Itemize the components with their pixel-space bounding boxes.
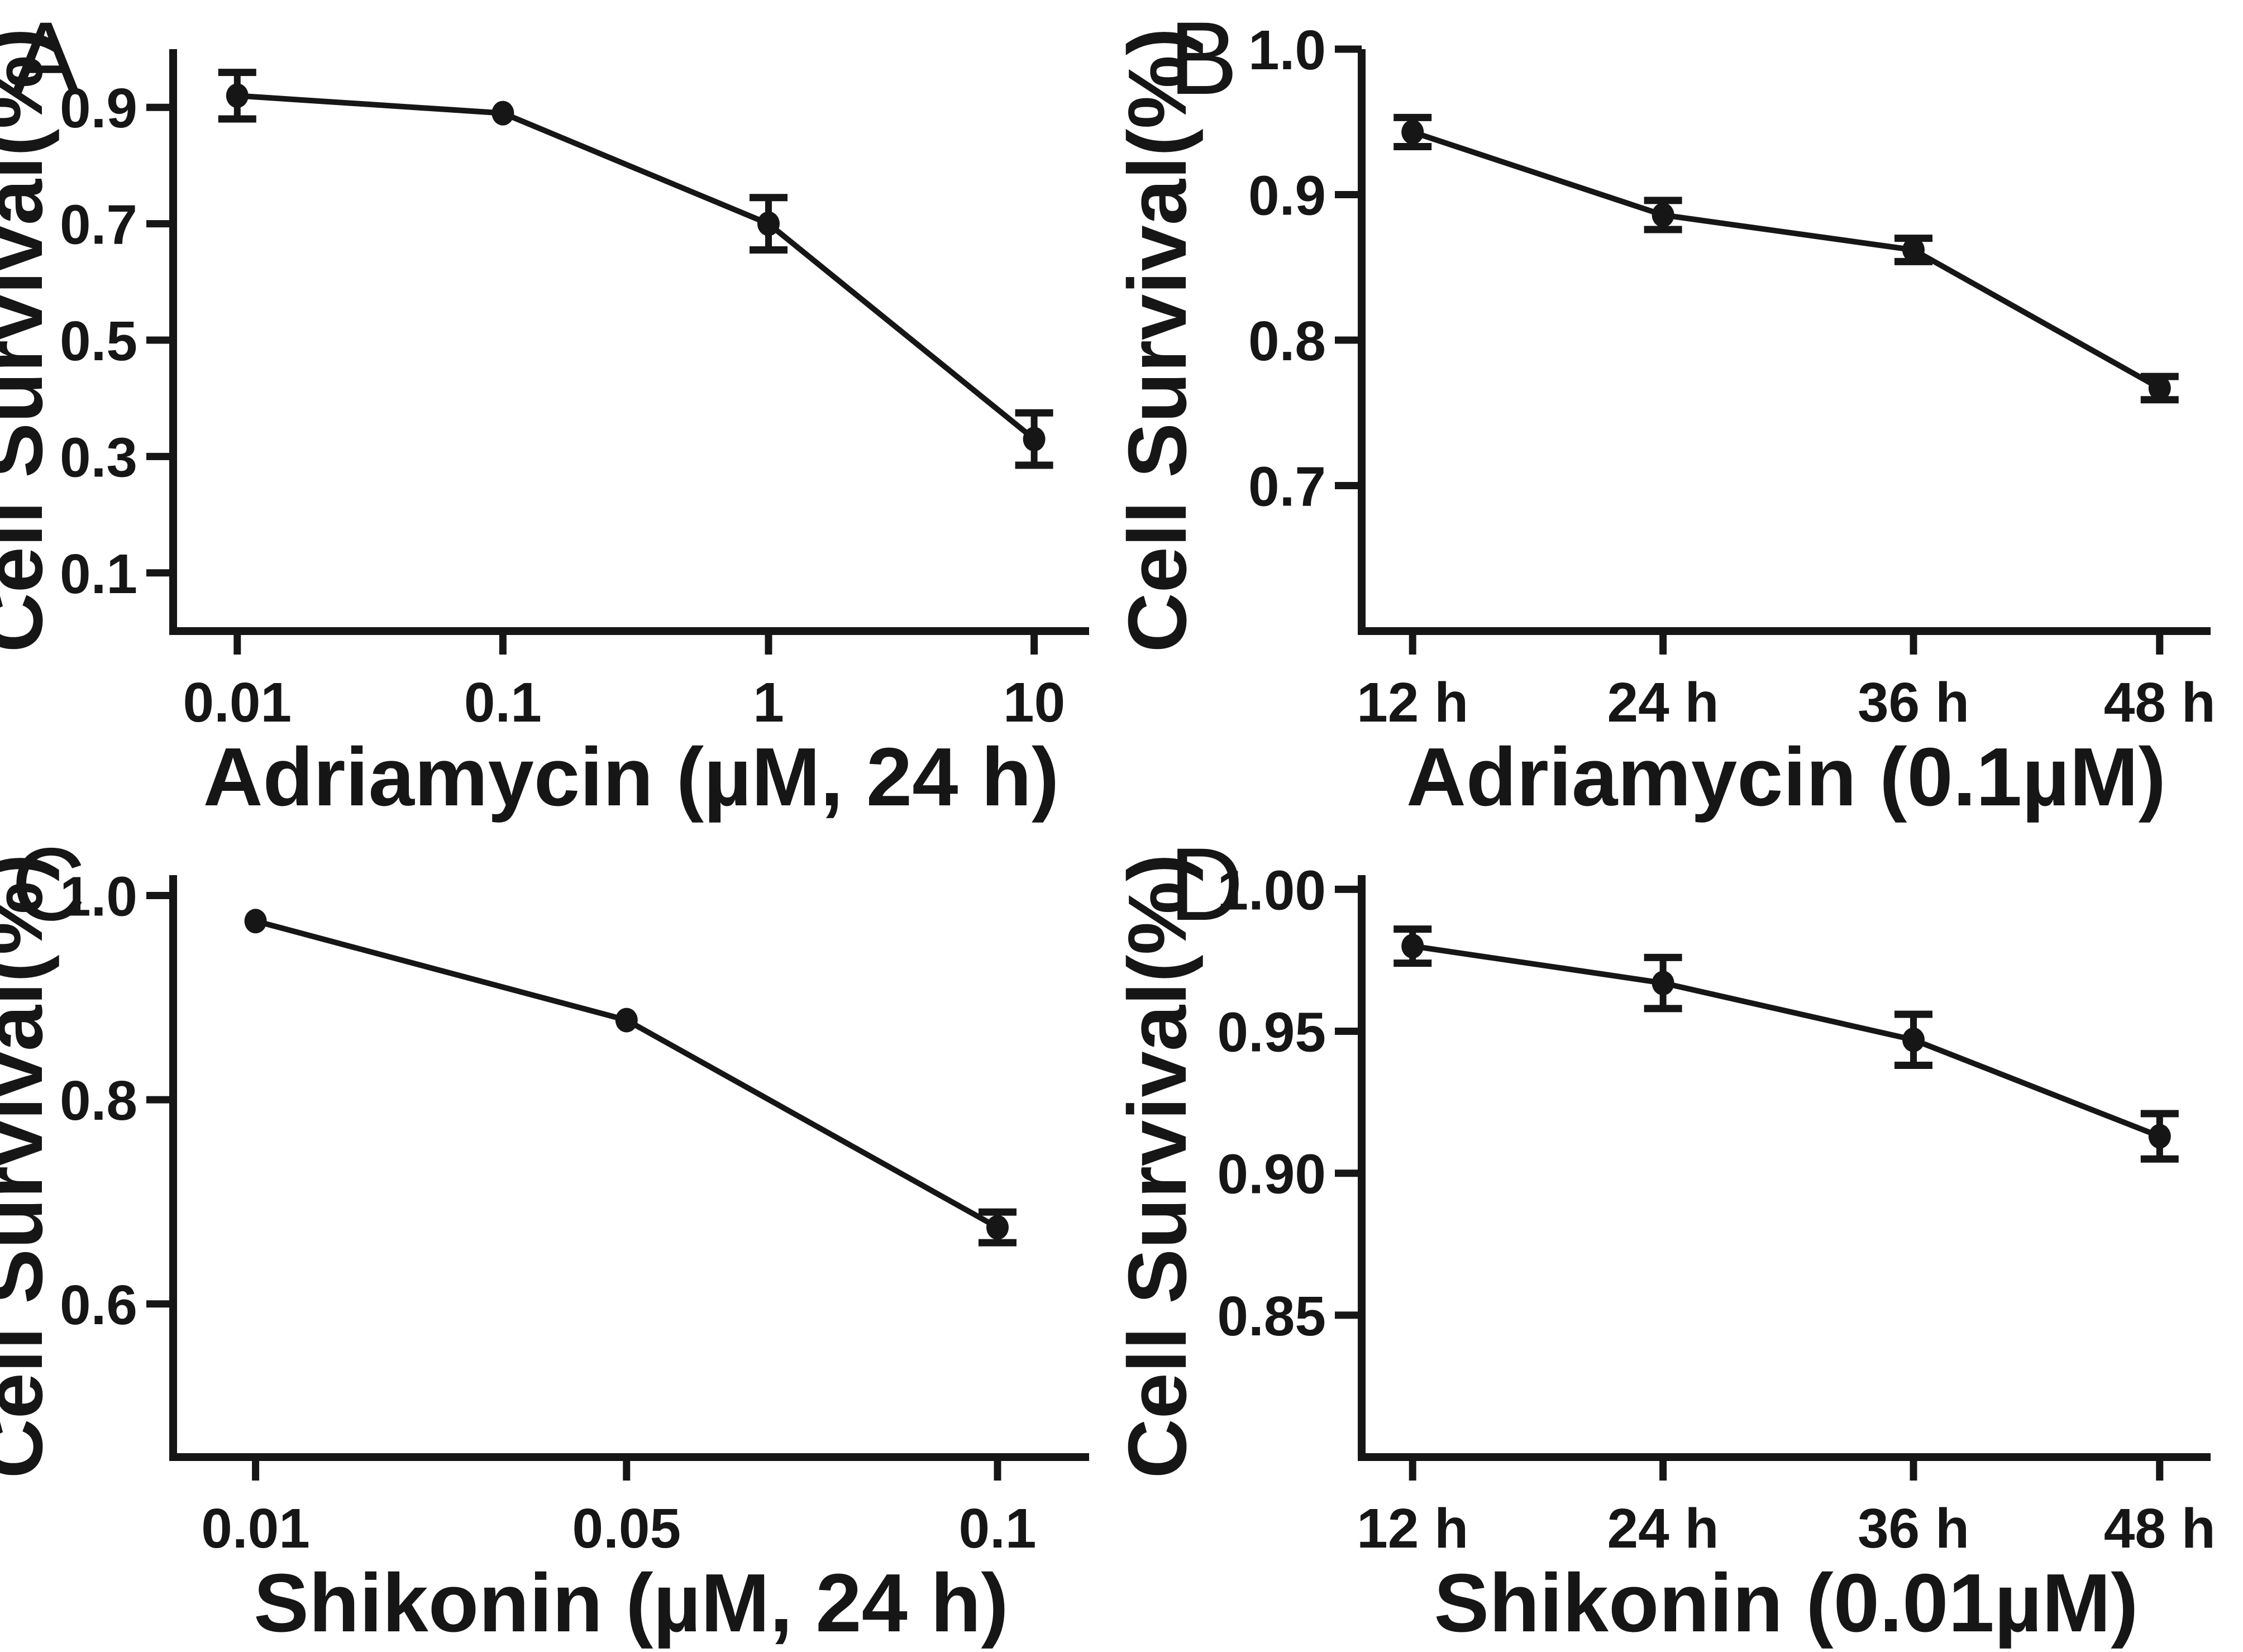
y-tick-label: 0.9 — [1248, 165, 1326, 227]
panel-letter: A — [11, 1, 80, 116]
panel-letter: C — [11, 827, 86, 942]
y-tick-label: 0.5 — [60, 310, 137, 373]
y-axis-label: Cell Survival(%) — [1122, 28, 1204, 653]
series-line — [237, 93, 1036, 442]
panel-letter: B — [1169, 1, 1238, 116]
x-tick-label: 24 h — [1607, 1497, 1719, 1560]
y-tick-label: 0.95 — [1217, 1001, 1326, 1064]
x-tick-label: 10 — [1003, 671, 1065, 734]
x-tick-label: 12 h — [1357, 671, 1468, 734]
x-tick-label: 1 — [753, 671, 784, 734]
y-tick-label: 0.1 — [60, 543, 137, 605]
x-tick-label: 0.01 — [183, 671, 292, 734]
data-point — [491, 101, 514, 126]
x-axis-label: Adriamycin (µM, 24 h) — [203, 731, 1060, 823]
data-point — [986, 1215, 1009, 1240]
data-point — [226, 83, 249, 108]
y-tick-label: 0.8 — [60, 1069, 137, 1132]
y-tick-label: 0.3 — [60, 426, 137, 489]
data-point — [1902, 237, 1925, 262]
data-point — [244, 909, 267, 934]
x-tick-label: 36 h — [1858, 1497, 1969, 1560]
y-tick-label: 0.6 — [60, 1274, 137, 1336]
series-line — [1411, 129, 2161, 391]
x-tick-label: 0.1 — [464, 671, 542, 734]
y-axis-label: Cell Survival(%) — [1122, 854, 1204, 1479]
y-tick-label: 0.7 — [60, 194, 137, 256]
y-tick-label: 1.0 — [1248, 19, 1326, 82]
x-tick-label: 24 h — [1607, 671, 1719, 734]
data-point — [1652, 202, 1674, 227]
x-tick-label: 12 h — [1357, 1497, 1468, 1560]
x-tick-label: 0.1 — [958, 1497, 1036, 1560]
panel-letter: D — [1169, 827, 1244, 942]
data-point — [1023, 427, 1046, 452]
x-tick-label: 48 h — [2104, 671, 2216, 734]
y-axis-label: Cell Survival(%) — [0, 854, 60, 1479]
y-tick-label: 0.7 — [1248, 456, 1326, 518]
series-line — [1412, 943, 2161, 1139]
data-point — [615, 1008, 638, 1033]
data-point — [2148, 1124, 2171, 1149]
y-tick-label: 0.8 — [1248, 310, 1326, 373]
y-tick-label: 0.90 — [1217, 1143, 1326, 1206]
data-point — [1652, 971, 1674, 996]
data-point — [1401, 934, 1424, 959]
x-tick-label: 0.05 — [572, 1497, 681, 1560]
series-line — [255, 918, 999, 1230]
x-axis-label: Shikonin (0.01µM) — [1434, 1557, 2138, 1649]
x-axis-label: Adriamycin (0.1µM) — [1406, 731, 2166, 823]
y-tick-label: 1.00 — [1217, 859, 1326, 922]
x-tick-label: 36 h — [1858, 671, 1969, 734]
data-point — [1401, 120, 1424, 145]
y-tick-label: 0.9 — [60, 77, 137, 140]
x-axis-label: Shikonin (µM, 24 h) — [254, 1557, 1009, 1649]
data-point — [1902, 1027, 1925, 1052]
y-tick-label: 0.85 — [1217, 1285, 1326, 1348]
x-tick-label: 48 h — [2104, 1497, 2216, 1560]
panel-D-chart: D1.00 0.95 0.90 0.85 12 h 24 h 36 h 48 hShikoni… — [1122, 827, 2216, 1649]
data-point — [2148, 375, 2171, 400]
x-tick-label: 0.01 — [201, 1497, 310, 1560]
panel-B-chart: B 1.0 0.9 0.8 0.7 12 h 24 h 36 h 48 hAdriamycin … — [1122, 1, 2216, 823]
y-axis-label: Cell Survival(%) — [0, 28, 60, 653]
y-tick-label: 1.0 — [60, 866, 137, 928]
data-point — [757, 211, 780, 236]
